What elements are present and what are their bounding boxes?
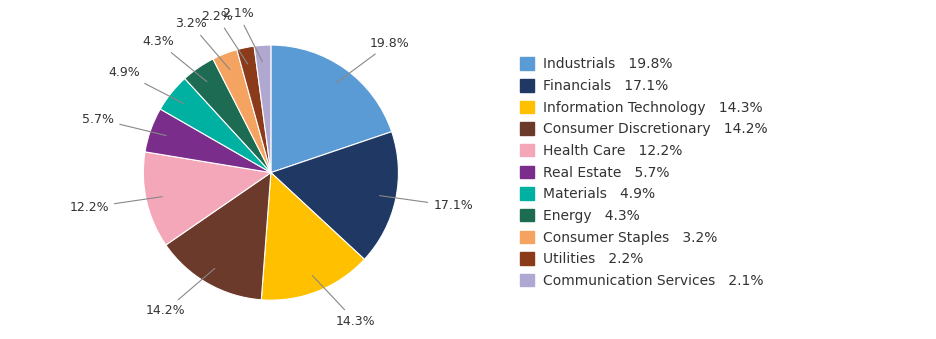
Wedge shape — [160, 79, 271, 173]
Wedge shape — [213, 50, 271, 173]
Wedge shape — [143, 152, 271, 245]
Wedge shape — [166, 173, 271, 300]
Wedge shape — [184, 59, 271, 173]
Wedge shape — [271, 132, 399, 259]
Text: 4.3%: 4.3% — [142, 35, 207, 82]
Wedge shape — [254, 45, 271, 173]
Text: 2.1%: 2.1% — [222, 7, 262, 62]
Legend: Industrials   19.8%, Financials   17.1%, Information Technology   14.3%, Consume: Industrials 19.8%, Financials 17.1%, Inf… — [520, 57, 768, 288]
Text: 14.2%: 14.2% — [145, 268, 214, 317]
Text: 17.1%: 17.1% — [380, 196, 473, 213]
Text: 4.9%: 4.9% — [109, 66, 183, 103]
Wedge shape — [261, 173, 364, 300]
Text: 14.3%: 14.3% — [313, 276, 375, 327]
Text: 5.7%: 5.7% — [82, 113, 166, 136]
Text: 19.8%: 19.8% — [336, 37, 410, 83]
Wedge shape — [145, 109, 271, 173]
Text: 3.2%: 3.2% — [175, 18, 230, 69]
Text: 2.2%: 2.2% — [201, 10, 248, 64]
Wedge shape — [237, 46, 271, 173]
Wedge shape — [271, 45, 391, 173]
Text: 12.2%: 12.2% — [69, 197, 162, 214]
